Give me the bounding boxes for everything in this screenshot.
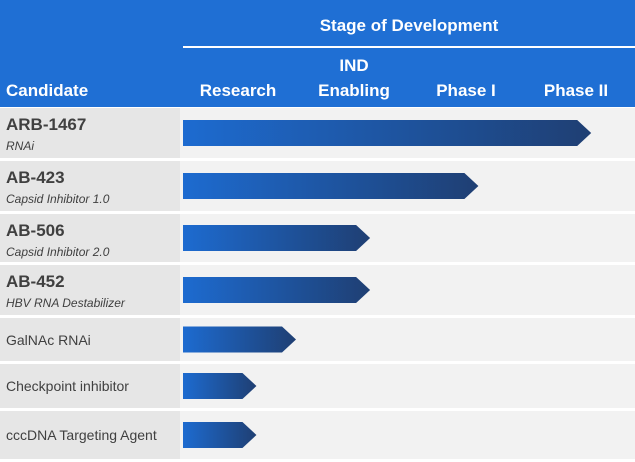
- stage-track: [180, 411, 635, 459]
- candidate-row: GalNAc RNAi: [0, 318, 635, 361]
- candidate-name: Checkpoint inhibitor: [6, 378, 129, 394]
- stage-track: [180, 161, 635, 211]
- candidate-cell: GalNAc RNAi: [0, 318, 180, 361]
- stage-label-phase-ii: Phase II: [543, 81, 609, 100]
- candidate-row: cccDNA Targeting Agent: [0, 411, 635, 459]
- stage-track: [180, 265, 635, 315]
- candidate-cell: cccDNA Targeting Agent: [0, 411, 180, 459]
- candidate-row: AB-423 Capsid Inhibitor 1.0: [0, 161, 635, 211]
- stage-label-phase-i: Phase I: [436, 81, 496, 100]
- candidate-subtitle: RNAi: [6, 139, 35, 153]
- header-divider: [183, 46, 635, 48]
- candidate-row: AB-452 HBV RNA Destabilizer: [0, 265, 635, 315]
- candidate-name: AB-506: [6, 221, 65, 240]
- stage-label-ind-enabling-line-1: IND: [339, 56, 369, 75]
- candidate-cell: AB-423 Capsid Inhibitor 1.0: [0, 161, 180, 211]
- candidate-name: AB-423: [6, 168, 65, 187]
- candidate-name: ARB-1467: [6, 115, 87, 134]
- stage-label-ind-enabling-line-2: Enabling: [318, 81, 390, 100]
- candidate-subtitle: Capsid Inhibitor 1.0: [6, 192, 110, 206]
- stage-track: [180, 364, 635, 408]
- candidate-row: AB-506 Capsid Inhibitor 2.0: [0, 214, 635, 262]
- header-band: [0, 0, 635, 107]
- candidate-name: AB-452: [6, 272, 65, 291]
- candidate-cell: AB-506 Capsid Inhibitor 2.0: [0, 214, 180, 262]
- candidate-subtitle: Capsid Inhibitor 2.0: [6, 245, 110, 259]
- stage-track: [180, 108, 635, 158]
- candidate-name: cccDNA Targeting Agent: [6, 427, 157, 443]
- stage-label-research: Research: [199, 81, 277, 100]
- stage-track: [180, 318, 635, 361]
- stage-of-development-title: Stage of Development: [319, 16, 499, 35]
- candidate-cell: ARB-1467 RNAi: [0, 108, 180, 158]
- candidate-row: ARB-1467 RNAi: [0, 108, 635, 158]
- candidate-row: Checkpoint inhibitor: [0, 364, 635, 408]
- stage-track: [180, 214, 635, 262]
- candidate-subtitle: HBV RNA Destabilizer: [6, 296, 125, 310]
- candidate-name: GalNAc RNAi: [6, 332, 91, 348]
- candidate-cell: Checkpoint inhibitor: [0, 364, 180, 408]
- candidate-column-header: Candidate: [6, 81, 89, 100]
- candidate-cell: AB-452 HBV RNA Destabilizer: [0, 265, 180, 315]
